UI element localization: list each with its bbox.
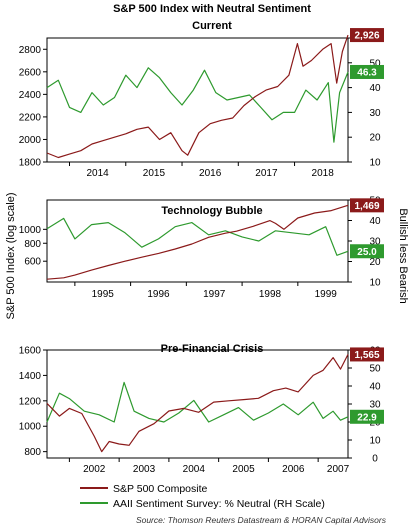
right-tick-label: 40 xyxy=(369,382,381,393)
x-tick-label: 2018 xyxy=(312,168,335,179)
left-axis-label: S&P 500 Index (log scale) xyxy=(5,193,17,320)
chart-panels: 1800200022002400260028001020304050602014… xyxy=(19,28,384,475)
panel-title-pre-financial-crisis: Pre-Financial Crisis xyxy=(161,343,264,355)
left-tick-label: 1800 xyxy=(19,158,42,169)
right-axis-label: Bullish less Bearish xyxy=(397,208,409,303)
neutral-value-badge xyxy=(350,409,384,424)
x-tick-label: 2007 xyxy=(327,464,350,475)
left-tick-label: 600 xyxy=(24,257,41,268)
sp500-value-badge xyxy=(350,347,384,362)
panel-pre-financial-crisis: 8001000120014001600010203040506020022003… xyxy=(19,346,384,475)
left-tick-label: 2400 xyxy=(19,90,42,101)
left-tick-label: 2200 xyxy=(19,112,42,123)
x-tick-label: 2005 xyxy=(232,464,255,475)
left-tick-label: 2600 xyxy=(19,67,42,78)
sp500-series-line xyxy=(46,204,349,280)
panel-title-current: Current xyxy=(192,20,232,32)
sp500-series-line xyxy=(46,354,349,453)
x-tick-label: 1997 xyxy=(203,289,226,300)
neutral-series-line xyxy=(46,381,349,423)
neutral-series-line xyxy=(46,67,349,143)
x-tick-label: 1996 xyxy=(147,289,170,300)
left-tick-label: 1400 xyxy=(19,371,42,382)
chart-title: S&P 500 Index with Neutral Sentiment xyxy=(113,3,311,15)
panel-current: 1800200022002400260028001020304050602014… xyxy=(19,28,384,179)
right-tick-label: 50 xyxy=(369,58,381,69)
right-tick-label: 30 xyxy=(369,108,381,119)
plot-frame xyxy=(46,349,349,459)
sp500-value-badge xyxy=(350,198,384,213)
left-tick-label: 2800 xyxy=(19,45,42,56)
x-tick-label: 2006 xyxy=(282,464,305,475)
legend-label-sp500: S&P 500 Composite xyxy=(113,483,208,495)
x-tick-label: 2017 xyxy=(255,168,278,179)
left-tick-label: 1200 xyxy=(19,396,42,407)
neutral-series-line xyxy=(46,217,349,256)
sp500-series-line xyxy=(46,34,349,159)
sp500-value-badge xyxy=(350,28,384,43)
x-tick-label: 1995 xyxy=(92,289,115,300)
left-tick-label: 800 xyxy=(24,239,41,250)
right-tick-label: 20 xyxy=(369,257,381,268)
right-tick-label: 20 xyxy=(369,133,381,144)
left-tick-label: 1000 xyxy=(19,422,42,433)
neutral-end-value: 46.3 xyxy=(357,67,377,78)
panel-technology-bubble: 6008001000102030405019951996199719981999… xyxy=(19,196,384,300)
right-tick-label: 50 xyxy=(369,364,381,375)
x-tick-label: 2004 xyxy=(183,464,206,475)
left-tick-label: 1000 xyxy=(19,225,42,236)
left-tick-label: 1600 xyxy=(19,346,42,357)
left-tick-label: 2000 xyxy=(19,135,42,146)
x-tick-label: 1999 xyxy=(315,289,338,300)
right-tick-label: 30 xyxy=(369,400,381,411)
sp500-end-value: 2,926 xyxy=(354,31,379,42)
plot-frame xyxy=(46,37,349,163)
sp500-end-value: 1,469 xyxy=(354,201,379,212)
neutral-end-value: 22.9 xyxy=(357,412,377,423)
right-tick-label: 30 xyxy=(369,237,381,248)
right-tick-label: 0 xyxy=(372,454,378,465)
x-tick-label: 1998 xyxy=(259,289,282,300)
sp500-end-value: 1,565 xyxy=(354,350,379,361)
right-tick-label: 10 xyxy=(369,278,381,289)
x-tick-label: 2014 xyxy=(87,168,110,179)
legend: S&P 500 Composite AAII Sentiment Survey:… xyxy=(80,483,325,510)
right-tick-label: 10 xyxy=(369,158,381,169)
neutral-value-badge xyxy=(350,64,384,79)
neutral-end-value: 25.0 xyxy=(357,247,377,258)
right-tick-label: 40 xyxy=(369,83,381,94)
left-tick-label: 800 xyxy=(24,447,41,458)
source-note: Source: Thomson Reuters Datastream & HOR… xyxy=(136,515,387,525)
x-tick-label: 2016 xyxy=(199,168,222,179)
x-tick-label: 2003 xyxy=(133,464,156,475)
right-tick-label: 40 xyxy=(369,216,381,227)
neutral-value-badge xyxy=(350,244,384,259)
right-tick-label: 10 xyxy=(369,436,381,447)
x-tick-label: 2002 xyxy=(83,464,106,475)
x-tick-label: 2015 xyxy=(143,168,166,179)
panel-title-technology-bubble: Technology Bubble xyxy=(161,205,262,217)
legend-label-neutral: AAII Sentiment Survey: % Neutral (RH Sca… xyxy=(113,498,325,510)
